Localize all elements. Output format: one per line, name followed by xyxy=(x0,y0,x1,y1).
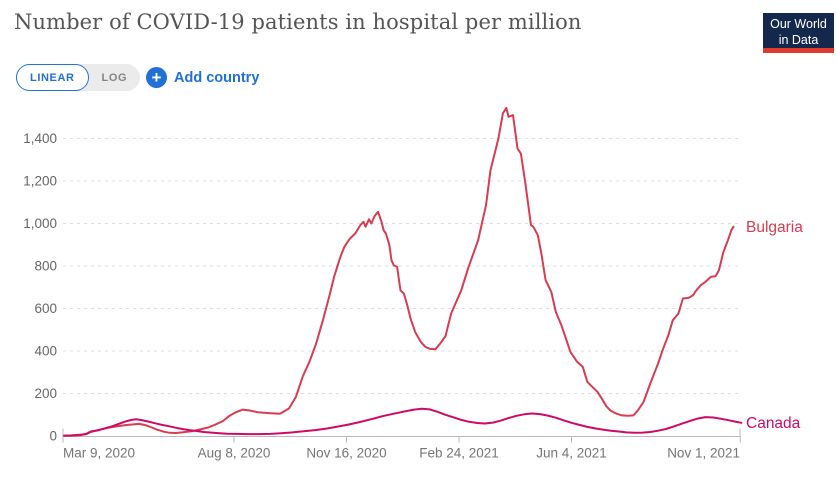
owid-logo-line1: Our World xyxy=(770,17,827,31)
y-axis-tick-label: 1,000 xyxy=(23,216,57,231)
y-axis-tick-label: 200 xyxy=(34,386,57,401)
page-title: Number of COVID-19 patients in hospital … xyxy=(14,10,582,34)
scale-toggle: LINEAR LOG xyxy=(16,64,141,91)
owid-logo-stripe xyxy=(763,48,834,53)
series-line-canada xyxy=(63,407,743,437)
series-label-canada: Canada xyxy=(746,415,801,432)
linear-scale-button[interactable]: LINEAR xyxy=(16,64,89,91)
y-axis-tick-label: 400 xyxy=(34,344,57,359)
x-axis-tick-label: Nov 16, 2020 xyxy=(306,446,386,461)
owid-logo[interactable]: Our World in Data xyxy=(763,13,834,53)
owid-logo-line2: in Data xyxy=(778,33,819,48)
add-country-label: Add country xyxy=(174,69,260,86)
x-axis-tick-label: Aug 8, 2020 xyxy=(198,446,271,461)
series-label-bulgaria: Bulgaria xyxy=(746,219,803,236)
y-axis-tick-label: 0 xyxy=(49,429,57,444)
y-axis-tick-label: 1,200 xyxy=(23,174,57,189)
y-axis-tick-label: 1,400 xyxy=(23,131,57,146)
y-axis-tick-label: 600 xyxy=(34,301,57,316)
series-line-bulgaria xyxy=(63,106,735,437)
y-axis-tick-label: 800 xyxy=(34,259,57,274)
x-axis-tick-label: Jun 4, 2021 xyxy=(536,446,607,461)
owid-logo-text: Our World in Data xyxy=(763,13,834,48)
x-axis-tick-label: Mar 9, 2020 xyxy=(63,446,135,461)
plus-icon: + xyxy=(146,67,167,88)
add-country-button[interactable]: + Add country xyxy=(146,65,259,90)
x-axis-tick-label: Feb 24, 2021 xyxy=(419,446,499,461)
log-scale-button[interactable]: LOG xyxy=(89,64,141,91)
x-axis-tick-label: Nov 1, 2021 xyxy=(667,446,740,461)
